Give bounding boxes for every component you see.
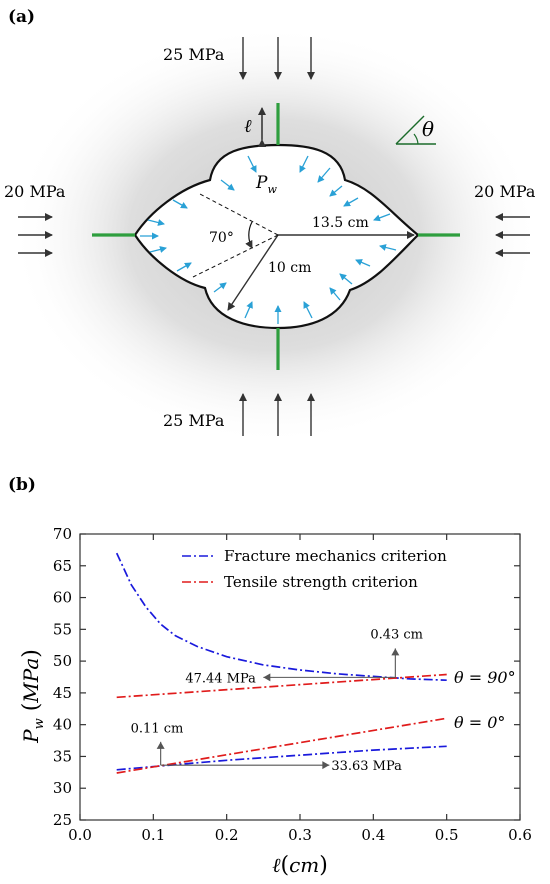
annot-theta-0: θ = 0°: [454, 713, 505, 732]
angle-label: 70°: [209, 230, 234, 246]
theta-symbol: θ: [422, 117, 434, 141]
stress-top-label: 25 MPa: [163, 45, 225, 64]
y-tick-label: 55: [53, 620, 72, 638]
annotations: 0.43 cm 47.44 MPa 0.11 cm 33.63 MPa θ = 90° θ…: [131, 627, 516, 774]
y-label-unit: MPa: [19, 658, 43, 704]
pressure-symbol: P: [255, 173, 268, 193]
y-tick-label: 40: [53, 716, 72, 734]
x-axis-label: ℓ(cm): [272, 853, 328, 878]
legend-text-tensile: Tensile strength criterion: [224, 573, 418, 591]
x-tick-label: 0.0: [68, 826, 92, 844]
y-tick-label: 30: [53, 779, 72, 797]
y-tick-label: 45: [53, 684, 72, 702]
stress-left-label: 20 MPa: [4, 182, 66, 201]
y-label-sub: w: [32, 718, 47, 729]
x-tick-label: 0.6: [508, 826, 532, 844]
x-tick-label: 0.4: [361, 826, 385, 844]
radius-small-label: 10 cm: [268, 260, 311, 276]
x-tick-label: 0.1: [141, 826, 165, 844]
panel-b-chart: (b) 25 30 35 40 45 50 55 60 65 70 0.0 0.1 0.2 0.3 0.4…: [8, 475, 532, 878]
series-line-0: [115, 552, 447, 682]
y-tick-label: 60: [53, 589, 72, 607]
x-label-symbol: ℓ: [272, 853, 281, 877]
dashed-line-lower: [192, 234, 279, 278]
annot-3363-mpa: 33.63 MPa: [331, 759, 402, 774]
panel-a-label: (a): [8, 7, 35, 27]
y-tick-label: 25: [53, 811, 72, 829]
annot-4744-mpa: 47.44 MPa: [185, 671, 256, 686]
panel-b-label: (b): [8, 475, 36, 495]
x-axis-ticks: 0.0 0.1 0.2 0.3 0.4 0.5 0.6: [68, 534, 532, 844]
x-label-unit: cm: [289, 853, 319, 877]
theta-angle-icon: [395, 115, 436, 145]
radius-small-line: [227, 234, 279, 311]
x-tick-label: 0.5: [435, 826, 459, 844]
annot-011-cm: 0.11 cm: [131, 721, 184, 736]
y-tick-label: 50: [53, 652, 72, 670]
load-arrows-bottom: [239, 393, 315, 436]
annot-theta-90: θ = 90°: [454, 668, 516, 687]
pressure-arrows: [140, 155, 397, 324]
y-label-symbol: P: [19, 729, 43, 744]
crack-length-symbol: ℓ: [244, 116, 252, 137]
x-tick-label: 0.2: [215, 826, 239, 844]
series-line-1: [116, 673, 447, 699]
angle-arc: [245, 221, 253, 249]
stress-right-label: 20 MPa: [474, 182, 536, 201]
series-line-3: [116, 717, 447, 774]
dashed-line-upper: [197, 192, 279, 236]
load-arrows-right: [495, 213, 530, 257]
x-tick-label: 0.3: [288, 826, 312, 844]
y-tick-label: 35: [53, 747, 72, 765]
annot-043-cm: 0.43 cm: [370, 627, 423, 642]
load-arrows-left: [18, 213, 53, 257]
y-axis-ticks: 25 30 35 40 45 50 55 60 65 70: [53, 525, 520, 829]
legend: Fracture mechanics criterion Tensile str…: [182, 547, 447, 591]
pressure-subscript: w: [267, 183, 277, 196]
pressure-label: Pw: [255, 173, 277, 196]
legend-text-fracture: Fracture mechanics criterion: [224, 547, 447, 565]
y-tick-label: 65: [53, 557, 72, 575]
stress-bottom-label: 25 MPa: [163, 411, 225, 430]
y-tick-label: 70: [53, 525, 72, 543]
panel-a-diagram: (a) ℓ 70° 13.5 cm 10 cm: [4, 7, 540, 445]
radius-large-label: 13.5 cm: [312, 215, 369, 231]
y-axis-label: Pw (MPa): [19, 649, 47, 744]
load-arrows-top: [239, 37, 315, 80]
